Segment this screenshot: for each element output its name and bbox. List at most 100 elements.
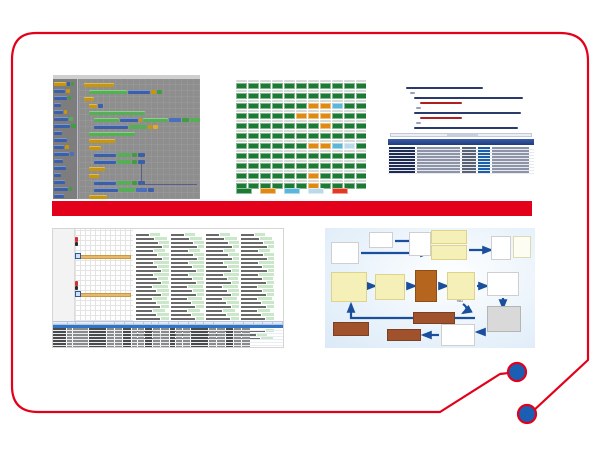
data-cell-row[interactable] [241, 245, 275, 248]
status-cell[interactable] [248, 100, 259, 109]
table-column-header[interactable] [135, 322, 145, 324]
status-cell[interactable] [344, 160, 355, 169]
status-grid[interactable] [236, 80, 366, 189]
status-cell[interactable] [344, 120, 355, 129]
status-cell[interactable] [308, 90, 319, 99]
data-cell-row[interactable] [136, 265, 170, 268]
data-cell-row[interactable] [241, 281, 275, 284]
status-cell[interactable] [356, 110, 366, 119]
data-cell-row[interactable] [136, 237, 169, 240]
status-cell[interactable] [284, 120, 295, 129]
status-cell[interactable] [344, 100, 355, 109]
data-cell-row[interactable] [171, 305, 205, 308]
status-cell[interactable] [236, 140, 247, 149]
data-cell-row[interactable] [206, 285, 239, 288]
data-cell-row[interactable] [171, 317, 205, 320]
status-cell[interactable] [236, 160, 247, 169]
status-cell[interactable] [248, 110, 259, 119]
data-cell-row[interactable] [241, 317, 275, 320]
status-cell[interactable] [356, 130, 366, 139]
data-cell-row[interactable] [171, 257, 205, 260]
table-column-header[interactable] [215, 322, 235, 324]
data-column[interactable] [240, 231, 275, 342]
data-cell-row[interactable] [171, 273, 205, 276]
status-cell[interactable] [356, 170, 366, 179]
status-cell[interactable] [284, 150, 295, 159]
data-cell-row[interactable] [136, 301, 170, 304]
table-column-header[interactable] [95, 322, 115, 324]
status-cell[interactable] [320, 130, 331, 139]
status-cell[interactable] [296, 160, 307, 169]
status-cell[interactable] [236, 130, 247, 139]
data-cell-row[interactable] [241, 277, 274, 280]
table-column-header[interactable] [126, 322, 135, 324]
table-column-header[interactable] [77, 322, 95, 324]
data-cell-row[interactable] [171, 233, 204, 236]
data-cell-row[interactable] [206, 313, 240, 316]
data-cell-row[interactable] [136, 289, 170, 292]
status-cell[interactable] [308, 160, 319, 169]
status-cell[interactable] [356, 150, 366, 159]
data-cell-row[interactable] [206, 269, 240, 272]
data-cell-row[interactable] [136, 309, 169, 312]
blocks-palette-sidebar[interactable] [53, 79, 78, 199]
status-cell[interactable] [272, 90, 283, 99]
data-cell-row[interactable] [241, 265, 275, 268]
data-cell-row[interactable] [171, 289, 205, 292]
data-cell-row[interactable] [206, 233, 239, 236]
status-cell[interactable] [308, 140, 319, 149]
data-cell-row[interactable] [206, 289, 240, 292]
status-cell[interactable] [248, 90, 259, 99]
status-cell[interactable] [284, 90, 295, 99]
data-cell-row[interactable] [136, 293, 170, 296]
data-cell-row[interactable] [241, 261, 275, 264]
log-row[interactable] [388, 156, 534, 159]
data-cell-row[interactable] [206, 305, 240, 308]
status-cell[interactable] [236, 90, 247, 99]
table-column-header[interactable] [69, 322, 76, 324]
status-cell[interactable] [272, 150, 283, 159]
status-cell[interactable] [260, 140, 271, 149]
table-selected-row[interactable] [53, 325, 283, 328]
status-cell[interactable] [332, 100, 343, 109]
status-cell[interactable] [272, 180, 283, 189]
log-row[interactable] [388, 147, 534, 150]
data-cell-row[interactable] [136, 297, 169, 300]
status-cell[interactable] [284, 170, 295, 179]
status-cell[interactable] [356, 80, 366, 89]
status-cell[interactable] [320, 90, 331, 99]
status-cell[interactable] [332, 120, 343, 129]
status-cell[interactable] [344, 140, 355, 149]
status-cell[interactable] [344, 170, 355, 179]
data-cell-row[interactable] [171, 265, 205, 268]
data-cell-row[interactable] [171, 281, 205, 284]
data-cell-row[interactable] [206, 281, 240, 284]
status-cell[interactable] [332, 150, 343, 159]
log-row[interactable] [388, 168, 534, 171]
log-row[interactable] [388, 171, 534, 174]
status-cell[interactable] [284, 130, 295, 139]
status-cell[interactable] [236, 80, 247, 89]
status-cell[interactable] [320, 120, 331, 129]
table-column-headers[interactable] [53, 321, 283, 325]
table-row[interactable] [53, 346, 283, 347]
data-cell-row[interactable] [241, 293, 275, 296]
status-cell[interactable] [356, 90, 366, 99]
table-column-header[interactable] [205, 322, 214, 324]
log-row[interactable] [388, 162, 534, 165]
data-cell-row[interactable] [171, 309, 204, 312]
log-row[interactable] [388, 165, 534, 168]
data-cell-row[interactable] [206, 293, 240, 296]
data-cell-row[interactable] [136, 317, 170, 320]
status-cell[interactable] [320, 100, 331, 109]
data-cell-row[interactable] [241, 233, 274, 236]
status-cell[interactable] [308, 170, 319, 179]
status-cell[interactable] [356, 160, 366, 169]
status-cell[interactable] [332, 110, 343, 119]
status-cell[interactable] [284, 160, 295, 169]
data-cell-row[interactable] [171, 249, 204, 252]
status-cell[interactable] [236, 110, 247, 119]
status-cell[interactable] [320, 80, 331, 89]
blocks-workspace-canvas[interactable] [79, 79, 200, 199]
status-cell[interactable] [272, 110, 283, 119]
